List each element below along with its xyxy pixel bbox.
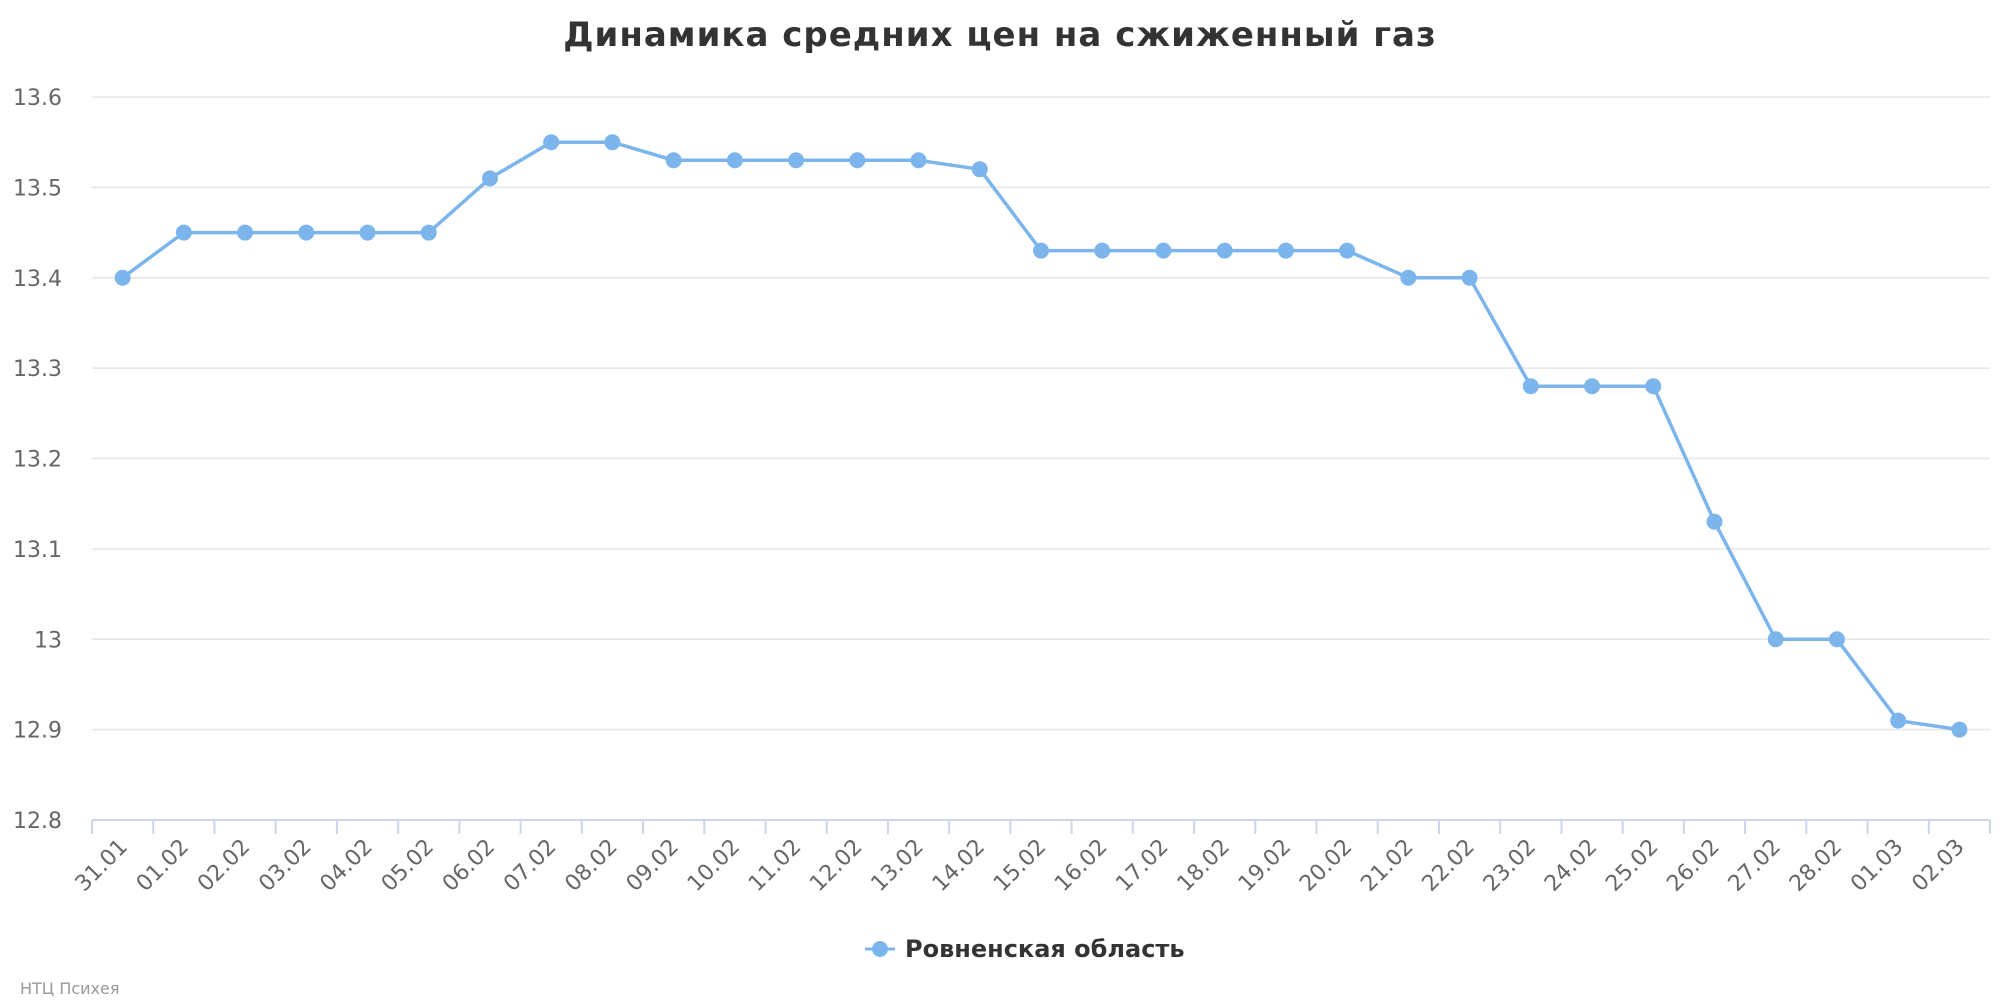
data-point[interactable]: [1951, 721, 1968, 738]
data-point[interactable]: [481, 170, 498, 187]
x-tick-label: 02.03: [1907, 835, 1969, 897]
y-tick-label: 13: [34, 628, 62, 653]
data-point[interactable]: [298, 224, 315, 241]
x-tick-label: 01.03: [1846, 835, 1908, 897]
x-tick-label: 27.02: [1724, 835, 1786, 897]
x-tick-label: 19.02: [1234, 835, 1296, 897]
series-line: [121, 140, 1960, 732]
data-point[interactable]: [726, 152, 743, 169]
x-tick-label: 24.02: [1540, 835, 1602, 897]
data-point[interactable]: [910, 152, 927, 169]
x-tick-label: 10.02: [683, 835, 745, 897]
x-tick-label: 20.02: [1295, 835, 1357, 897]
data-point[interactable]: [1339, 242, 1356, 259]
data-point[interactable]: [788, 152, 805, 169]
data-point[interactable]: [1400, 269, 1417, 286]
data-point[interactable]: [420, 224, 437, 241]
data-point[interactable]: [1277, 242, 1294, 259]
data-point[interactable]: [604, 134, 621, 151]
data-point[interactable]: [1461, 269, 1478, 286]
x-tick-label: 21.02: [1356, 835, 1418, 897]
x-tick-label: 07.02: [499, 835, 561, 897]
data-point[interactable]: [1216, 242, 1233, 259]
x-tick-label: 15.02: [989, 835, 1051, 897]
x-tick-label: 01.02: [132, 835, 194, 897]
x-tick-label: 11.02: [744, 835, 806, 897]
x-tick-label: 02.02: [193, 835, 255, 897]
data-point[interactable]: [665, 152, 682, 169]
data-point[interactable]: [1767, 631, 1784, 648]
y-tick-label: 13.4: [13, 267, 62, 292]
data-point[interactable]: [1706, 513, 1723, 530]
data-point[interactable]: [1584, 378, 1601, 395]
x-tick-label: 03.02: [254, 835, 316, 897]
x-tick-label: 23.02: [1479, 835, 1541, 897]
data-point[interactable]: [1522, 378, 1539, 395]
x-tick-label: 16.02: [1050, 835, 1112, 897]
x-tick-label: 31.01: [71, 835, 133, 897]
series-group: [114, 134, 1968, 738]
x-tick-label: 09.02: [622, 835, 684, 897]
x-tick-label: 28.02: [1785, 835, 1847, 897]
y-tick-label: 12.9: [13, 719, 62, 744]
data-point[interactable]: [114, 269, 131, 286]
y-tick-label: 13.3: [13, 357, 62, 382]
x-tick-label: 06.02: [438, 835, 500, 897]
data-point[interactable]: [849, 152, 866, 169]
data-point[interactable]: [175, 224, 192, 241]
y-tick-label: 13.2: [13, 448, 62, 473]
legend-label[interactable]: Ровненская область: [905, 935, 1185, 963]
grid-lines: [92, 96, 1990, 731]
data-point[interactable]: [1094, 242, 1111, 259]
legend-point-marker: [872, 941, 888, 957]
x-tick-label: 05.02: [377, 835, 439, 897]
data-point[interactable]: [971, 161, 988, 178]
x-tick-label: 13.02: [867, 835, 929, 897]
x-tick-label: 18.02: [1173, 835, 1235, 897]
x-tick-label: 08.02: [560, 835, 622, 897]
data-point[interactable]: [1645, 378, 1662, 395]
x-tick-label: 04.02: [316, 835, 378, 897]
data-point[interactable]: [237, 224, 254, 241]
credits[interactable]: НТЦ Психея: [20, 979, 119, 998]
y-tick-label: 13.1: [13, 538, 62, 563]
y-tick-label: 13.5: [13, 176, 62, 201]
data-point[interactable]: [1033, 242, 1049, 259]
chart-title: Динамика средних цен на сжиженный газ: [563, 15, 1437, 55]
data-point[interactable]: [1890, 712, 1907, 729]
data-point[interactable]: [1828, 631, 1845, 648]
x-tick-label: 14.02: [928, 835, 990, 897]
data-point[interactable]: [359, 224, 376, 241]
x-axis: 31.01 01.02 02.02 03.02 04.02 05.02 06.02 07.02…: [71, 819, 1991, 897]
x-tick-label: 26.02: [1663, 835, 1725, 897]
y-tick-label: 13.6: [13, 86, 62, 111]
x-tick-label: 12.02: [805, 835, 867, 897]
data-point[interactable]: [1155, 242, 1172, 259]
legend[interactable]: Ровненская область: [865, 935, 1185, 963]
y-tick-label: 12.8: [13, 809, 62, 834]
y-axis: 13.6 13.5 13.4 13.3 13.2 13.1 13 12.9 12.8: [13, 86, 62, 834]
x-tick-label: 25.02: [1601, 835, 1663, 897]
x-tick-label: 17.02: [1111, 835, 1173, 897]
data-point[interactable]: [543, 134, 560, 151]
x-tick-label: 22.02: [1418, 835, 1480, 897]
